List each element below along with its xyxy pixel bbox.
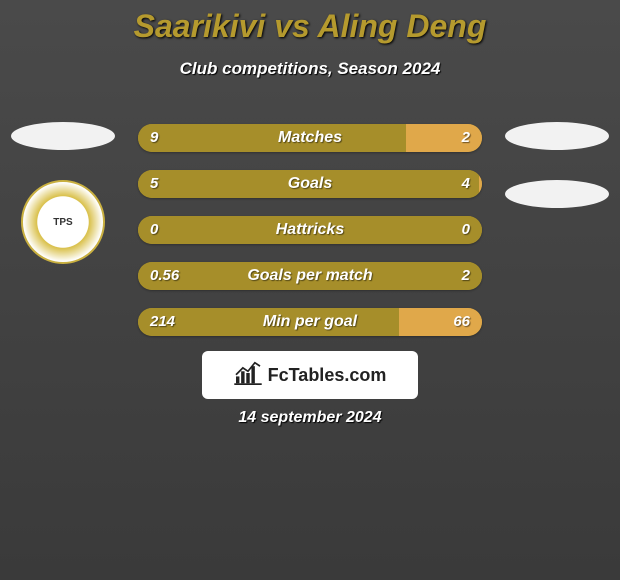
team-right-placeholder <box>505 180 609 208</box>
stats-bar-list: 92Matches 54Goals 00Hattricks 0.562Goals pe… <box>138 124 482 336</box>
comparison-subtitle: Club competitions, Season 2024 <box>0 59 620 79</box>
infographic-date: 14 september 2024 <box>0 409 620 427</box>
stat-bar-row: 00Hattricks <box>138 216 482 244</box>
chart-icon <box>234 361 262 390</box>
comparison-title: Saarikivi vs Aling Deng <box>0 0 620 45</box>
stat-label: Goals <box>138 170 482 198</box>
stat-bar-row: 21466Min per goal <box>138 308 482 336</box>
stat-label: Min per goal <box>138 308 482 336</box>
team-badge-left: TPS <box>21 180 105 264</box>
left-player-column: TPS <box>8 122 118 264</box>
stat-label: Hattricks <box>138 216 482 244</box>
stat-bar-row: 0.562Goals per match <box>138 262 482 290</box>
stat-label: Matches <box>138 124 482 152</box>
stat-bar-row: 92Matches <box>138 124 482 152</box>
stat-bar-row: 54Goals <box>138 170 482 198</box>
player-right-placeholder <box>505 122 609 150</box>
brand-text: FcTables.com <box>268 365 387 386</box>
stat-label: Goals per match <box>138 262 482 290</box>
team-badge-text: TPS <box>53 217 72 228</box>
right-player-column <box>502 122 612 208</box>
player-left-placeholder <box>11 122 115 150</box>
brand-logo-box: FcTables.com <box>202 351 418 399</box>
